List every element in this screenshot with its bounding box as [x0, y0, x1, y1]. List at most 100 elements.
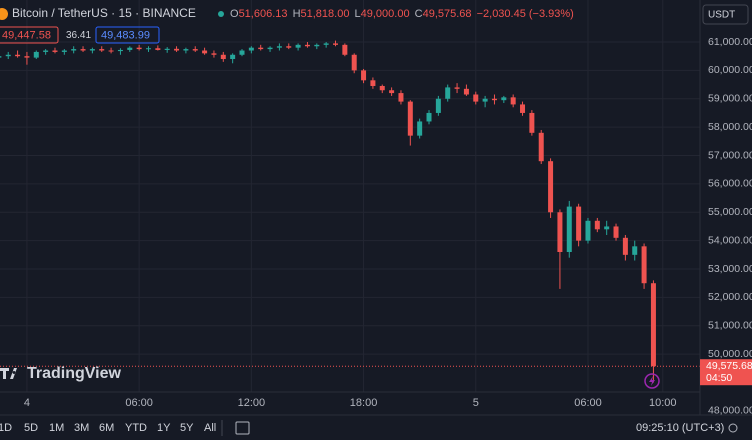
clock: 09:25:10 (UTC+3)	[636, 422, 724, 434]
y-tick-label: 53,000.00	[708, 263, 752, 275]
candle-body	[117, 49, 123, 52]
x-tick-label: 12:00	[238, 397, 266, 409]
candle-body	[538, 132, 544, 162]
candle-body	[24, 56, 30, 58]
candle-body	[333, 43, 339, 45]
candle-body	[520, 104, 526, 113]
candle-body	[585, 220, 591, 241]
candle-body	[342, 44, 348, 55]
candle-body	[361, 70, 367, 81]
candle-body	[463, 88, 469, 95]
price-tag-label: 49,575.68	[706, 360, 752, 372]
candle-body	[304, 44, 310, 47]
sell-price[interactable]: 49,447.58	[2, 29, 51, 41]
o-value: 51,606.13	[239, 8, 288, 20]
candle-body	[594, 220, 600, 230]
status-dot	[218, 11, 224, 17]
candle-body	[370, 80, 376, 86]
candle-body	[650, 283, 656, 367]
candle-body	[276, 46, 282, 48]
currency[interactable]: USDT	[708, 10, 735, 21]
candle-body	[286, 46, 292, 48]
candle-body	[557, 212, 563, 252]
candle-body	[164, 48, 170, 50]
candle-body	[136, 47, 142, 50]
coin-icon	[0, 8, 8, 20]
l-label: L	[355, 8, 361, 20]
candle-body	[71, 49, 77, 51]
settings-icon[interactable]	[728, 423, 738, 433]
y-tick-label: 51,000.00	[708, 320, 752, 332]
spread: 36.41	[66, 30, 91, 41]
range-button[interactable]: 3M	[74, 422, 89, 434]
range-button[interactable]: All	[204, 422, 216, 434]
sell-box[interactable]	[0, 26, 59, 44]
candle-body	[389, 90, 395, 94]
candle-body	[576, 206, 582, 241]
candle-body	[426, 112, 432, 122]
symbol-title: Bitcoin / TetherUS · 15 · BINANCE	[12, 6, 196, 20]
candle-body	[211, 53, 217, 55]
logo-icon	[0, 368, 17, 379]
candle-body	[145, 48, 151, 50]
candle-body	[407, 101, 413, 136]
candle-body	[99, 49, 105, 51]
candle-body	[510, 97, 516, 105]
h-label: H	[293, 8, 301, 20]
candle-body	[491, 98, 497, 101]
buy-price[interactable]: 49,483.99	[101, 29, 150, 41]
alert-icon[interactable]	[644, 373, 660, 389]
x-tick-label: 18:00	[350, 397, 378, 409]
range-button[interactable]: 5D	[24, 422, 38, 434]
candle-body	[482, 98, 488, 102]
y-tick-label: 50,000.00	[708, 348, 752, 360]
candle-body	[248, 47, 254, 51]
candle-body	[622, 237, 628, 255]
l-value: 49,000.00	[361, 8, 410, 20]
candle-body	[613, 226, 619, 238]
candle-body	[417, 121, 423, 136]
y-tick-label: 59,000.00	[708, 93, 752, 105]
logo: TradingView	[27, 365, 122, 382]
y-tick-label: 54,000.00	[708, 234, 752, 246]
y-tick-label: 56,000.00	[708, 178, 752, 190]
y-tick-label: 52,000.00	[708, 291, 752, 303]
candle-body	[0, 56, 2, 58]
x-tick-label: 06:00	[574, 397, 602, 409]
y-tick-label: 55,000.00	[708, 206, 752, 218]
candle-body	[5, 54, 11, 57]
candle-body	[398, 93, 404, 102]
candle-body	[43, 50, 49, 52]
candle-body	[501, 97, 507, 101]
range-button[interactable]: 5Y	[180, 422, 194, 434]
candle-body	[61, 50, 67, 52]
candle-body	[258, 47, 264, 50]
candle-body	[323, 43, 329, 45]
candle-body	[183, 49, 189, 51]
candle-body	[239, 50, 245, 55]
buy-box[interactable]	[95, 26, 160, 44]
y-tick-label: 57,000.00	[708, 149, 752, 161]
candle-body	[33, 51, 39, 58]
range-button[interactable]: 1Y	[157, 422, 171, 434]
candle-body	[295, 44, 301, 48]
candle-body	[267, 47, 273, 50]
candle-body	[80, 49, 86, 51]
candle-body	[202, 50, 208, 54]
calendar-icon[interactable]	[235, 421, 250, 435]
range-button[interactable]: YTD	[125, 422, 147, 434]
candle-body	[529, 112, 535, 133]
candle-body	[174, 48, 180, 51]
range-button[interactable]: 1M	[49, 422, 64, 434]
candle-body	[230, 54, 236, 60]
price-tag	[700, 359, 752, 386]
range-button[interactable]: 1D	[0, 422, 12, 434]
candle-body	[314, 44, 320, 47]
currency-box[interactable]	[702, 4, 749, 25]
candle-body	[220, 54, 226, 60]
candle-body	[604, 226, 610, 230]
range-button[interactable]: 6M	[99, 422, 114, 434]
c-label: C	[415, 8, 423, 20]
c-value: 49,575.68	[423, 8, 472, 20]
candle-body	[445, 87, 451, 99]
